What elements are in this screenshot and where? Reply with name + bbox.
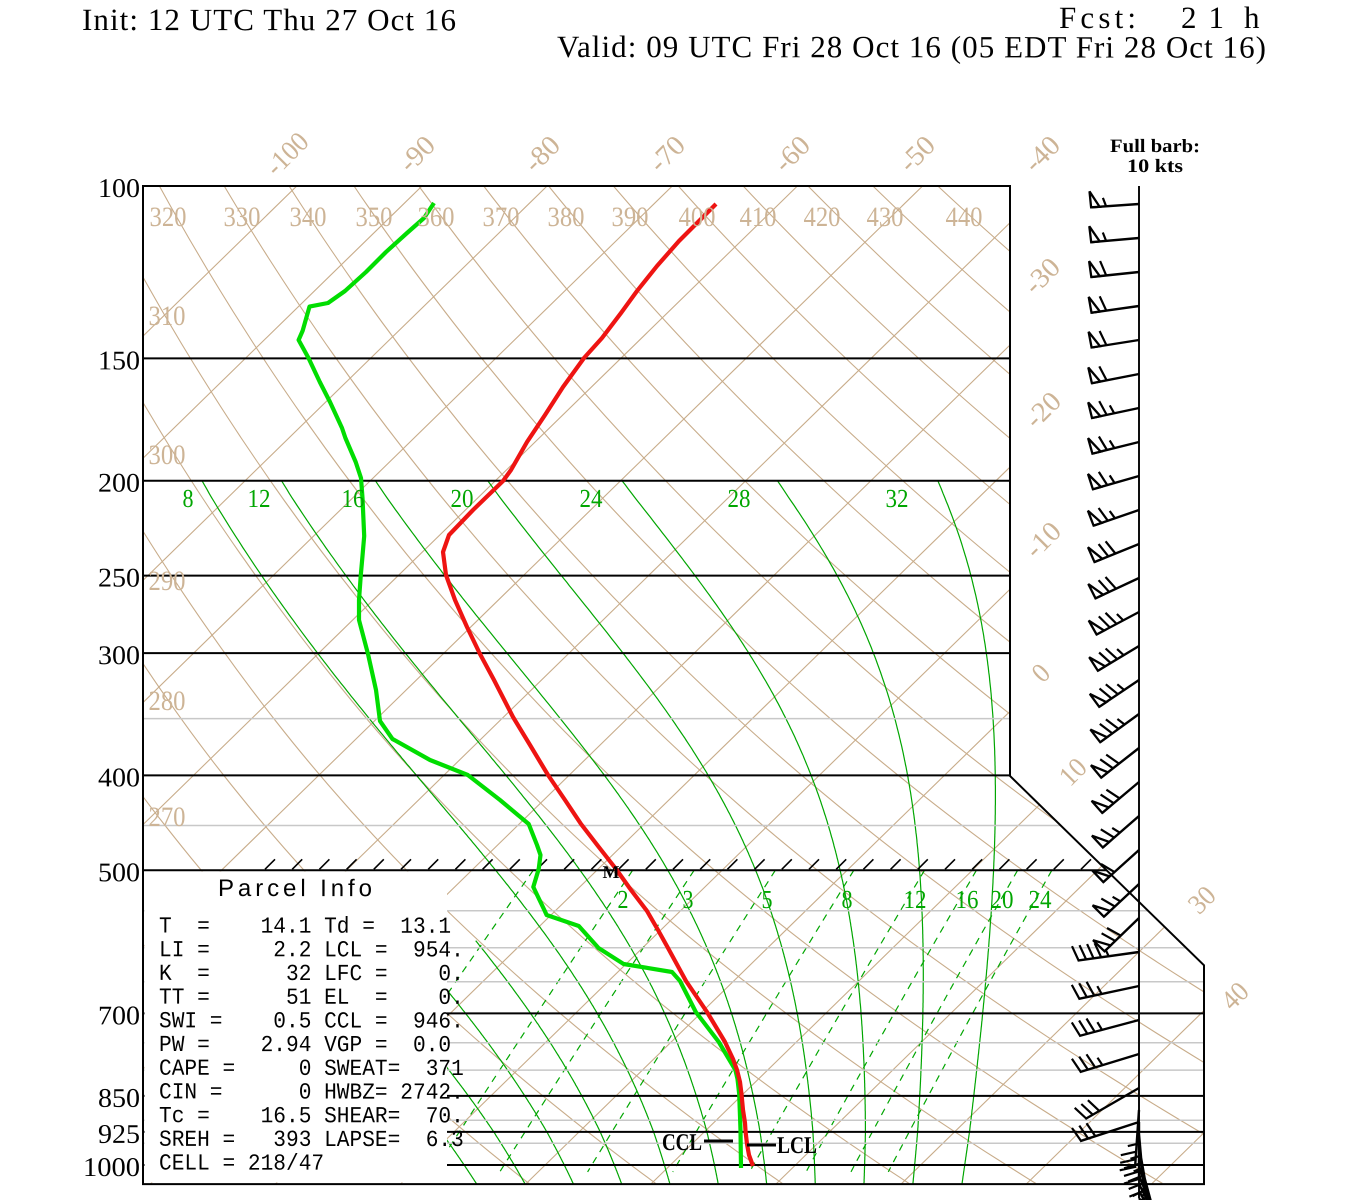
svg-text:Tc = 16.5 SHEAR= 70.: Tc = 16.5 SHEAR= 70. <box>159 1103 464 1129</box>
svg-text:28: 28 <box>727 484 750 513</box>
svg-text:SREH = 393 LAPSE= 6.3: SREH = 393 LAPSE= 6.3 <box>159 1127 464 1153</box>
svg-text:SWI = 0.5 CCL = 946.: SWI = 0.5 CCL = 946. <box>159 1008 464 1034</box>
svg-text:8: 8 <box>182 484 193 513</box>
svg-text:M: M <box>602 862 619 882</box>
svg-text:32: 32 <box>885 484 908 513</box>
svg-text:CAPE = 0 SWEAT= 371: CAPE = 0 SWEAT= 371 <box>159 1056 464 1082</box>
svg-text:Full barb:: Full barb: <box>1110 136 1200 157</box>
svg-text:370: 370 <box>482 202 519 233</box>
svg-text:340: 340 <box>289 202 326 233</box>
svg-text:390: 390 <box>611 202 648 233</box>
svg-text:380: 380 <box>547 202 584 233</box>
svg-text:24: 24 <box>579 484 602 513</box>
svg-text:K = 32 LFC = 0.: K = 32 LFC = 0. <box>159 961 464 987</box>
svg-text:TT = 51 EL = 0.: TT = 51 EL = 0. <box>159 985 464 1011</box>
svg-text:20: 20 <box>990 885 1013 914</box>
svg-text:300: 300 <box>98 640 140 670</box>
svg-text:410: 410 <box>739 202 776 233</box>
svg-text:CCL: CCL <box>662 1130 702 1156</box>
svg-text:360: 360 <box>417 202 454 233</box>
svg-text:CIN = 0 HWBZ= 2742.: CIN = 0 HWBZ= 2742. <box>159 1079 464 1105</box>
svg-text:LCL: LCL <box>777 1133 817 1159</box>
svg-text:250: 250 <box>98 563 140 593</box>
svg-text:200: 200 <box>98 468 140 498</box>
svg-text:8: 8 <box>841 885 852 914</box>
svg-text:400: 400 <box>678 202 715 233</box>
svg-text:2: 2 <box>617 885 628 914</box>
svg-text:500: 500 <box>98 857 140 887</box>
svg-text:Init: 12 UTC Thu 27 Oct 16: Init: 12 UTC Thu 27 Oct 16 <box>82 2 456 37</box>
svg-text:24: 24 <box>1028 885 1051 914</box>
svg-text:5: 5 <box>761 885 772 914</box>
svg-text:270: 270 <box>148 802 185 833</box>
svg-text:280: 280 <box>148 686 185 717</box>
svg-text:10 kts: 10 kts <box>1127 156 1183 177</box>
svg-text:290: 290 <box>148 566 185 597</box>
svg-text:700: 700 <box>98 1000 140 1030</box>
svg-text:300: 300 <box>148 440 185 471</box>
svg-text:Valid: 09 UTC Fri 28 Oct 16 (0: Valid: 09 UTC Fri 28 Oct 16 (05 EDT Fri … <box>557 29 1266 65</box>
svg-text:Fcst:: Fcst: <box>1059 0 1136 35</box>
svg-text:PW = 2.94 VGP = 0.0: PW = 2.94 VGP = 0.0 <box>159 1032 451 1058</box>
svg-text:16: 16 <box>341 484 364 513</box>
svg-text:330: 330 <box>223 202 260 233</box>
svg-text:h: h <box>1244 0 1260 35</box>
svg-text:100: 100 <box>98 173 140 203</box>
svg-text:925: 925 <box>98 1119 140 1149</box>
svg-text:12: 12 <box>247 484 270 513</box>
svg-text:150: 150 <box>98 345 140 375</box>
svg-text:T = 14.1 Td = 13.1: T = 14.1 Td = 13.1 <box>159 914 451 940</box>
svg-text:LI = 2.2 LCL = 954.: LI = 2.2 LCL = 954. <box>159 937 464 963</box>
svg-text:350: 350 <box>355 202 392 233</box>
svg-text:16: 16 <box>955 885 978 914</box>
svg-text:400: 400 <box>98 762 140 792</box>
svg-text:440: 440 <box>945 202 982 233</box>
svg-text:430: 430 <box>866 202 903 233</box>
svg-text:310: 310 <box>148 301 185 332</box>
svg-text:12: 12 <box>903 885 926 914</box>
svg-text:20: 20 <box>450 484 473 513</box>
svg-text:1000: 1000 <box>83 1152 140 1182</box>
svg-text:CELL = 218/47: CELL = 218/47 <box>159 1151 324 1177</box>
svg-text:420: 420 <box>803 202 840 233</box>
svg-text:320: 320 <box>149 202 186 233</box>
svg-text:850: 850 <box>98 1083 140 1113</box>
svg-text:3: 3 <box>682 885 693 914</box>
svg-text:Parcel Info: Parcel Info <box>218 875 372 902</box>
